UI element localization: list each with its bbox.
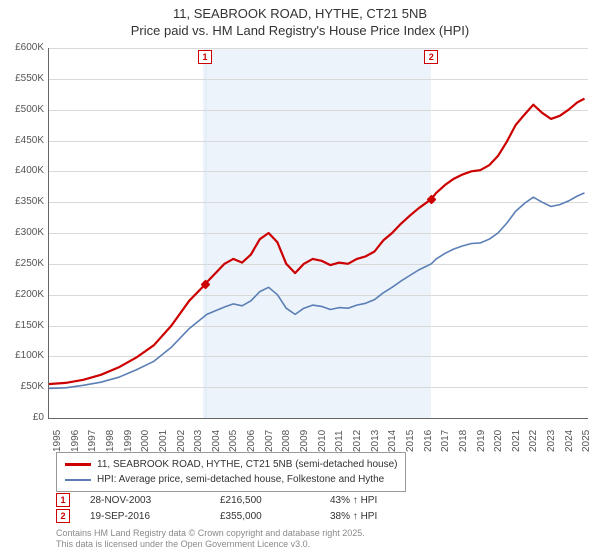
x-axis	[48, 418, 588, 419]
y-tick-label: £0	[0, 412, 44, 423]
sale-2-index-box: 2	[56, 509, 70, 523]
y-tick-label: £200K	[0, 289, 44, 300]
sale-1-date: 28-NOV-2003	[90, 495, 220, 506]
x-tick-label: 2020	[493, 430, 504, 452]
y-tick-label: £450K	[0, 135, 44, 146]
x-tick-label: 2007	[264, 430, 275, 452]
title-line-1: 11, SEABROOK ROAD, HYTHE, CT21 5NB	[0, 6, 600, 23]
y-axis	[48, 48, 49, 418]
x-tick-label: 2018	[458, 430, 469, 452]
x-tick-label: 2023	[546, 430, 557, 452]
x-tick-label: 2017	[440, 430, 451, 452]
x-tick-label: 2016	[423, 430, 434, 452]
x-tick-label: 2004	[211, 430, 222, 452]
x-tick-label: 2003	[193, 430, 204, 452]
sale-row-1: 1 28-NOV-2003 £216,500 43% ↑ HPI	[56, 492, 420, 508]
title-block: 11, SEABROOK ROAD, HYTHE, CT21 5NB Price…	[0, 0, 600, 42]
x-tick-label: 2019	[476, 430, 487, 452]
x-tick-label: 2011	[334, 430, 345, 452]
chart-container: 11, SEABROOK ROAD, HYTHE, CT21 5NB Price…	[0, 0, 600, 560]
x-tick-label: 2006	[246, 430, 257, 452]
legend-row-1: 11, SEABROOK ROAD, HYTHE, CT21 5NB (semi…	[65, 457, 397, 472]
x-tick-label: 2014	[387, 430, 398, 452]
copyright-line-2: This data is licensed under the Open Gov…	[56, 539, 365, 550]
sale-1-index-box: 1	[56, 493, 70, 507]
y-tick-label: £350K	[0, 196, 44, 207]
sale-2-date: 19-SEP-2016	[90, 511, 220, 522]
legend: 11, SEABROOK ROAD, HYTHE, CT21 5NB (semi…	[56, 452, 406, 492]
x-tick-label: 2015	[405, 430, 416, 452]
x-tick-label: 2012	[352, 430, 363, 452]
legend-swatch-2	[65, 479, 91, 481]
x-tick-label: 2025	[581, 430, 592, 452]
line-series-svg	[48, 48, 588, 418]
y-tick-label: £150K	[0, 320, 44, 331]
y-tick-label: £50K	[0, 381, 44, 392]
sale-row-2: 2 19-SEP-2016 £355,000 38% ↑ HPI	[56, 508, 420, 524]
copyright-block: Contains HM Land Registry data © Crown c…	[56, 528, 365, 551]
sale-marker-box: 1	[198, 50, 212, 64]
legend-label-1: 11, SEABROOK ROAD, HYTHE, CT21 5NB (semi…	[97, 457, 397, 472]
sale-2-price: £355,000	[220, 511, 330, 522]
x-tick-label: 1996	[70, 430, 81, 452]
x-tick-label: 2002	[176, 430, 187, 452]
x-tick-label: 2001	[158, 430, 169, 452]
x-tick-label: 2009	[299, 430, 310, 452]
sale-1-diff: 43% ↑ HPI	[330, 495, 420, 506]
x-tick-label: 1995	[52, 430, 63, 452]
x-tick-label: 2021	[511, 430, 522, 452]
x-tick-label: 1998	[105, 430, 116, 452]
title-line-2: Price paid vs. HM Land Registry's House …	[0, 23, 600, 40]
x-tick-label: 1997	[87, 430, 98, 452]
y-tick-label: £250K	[0, 258, 44, 269]
y-tick-label: £300K	[0, 227, 44, 238]
x-tick-label: 1999	[123, 430, 134, 452]
sale-2-diff: 38% ↑ HPI	[330, 511, 420, 522]
x-tick-label: 2024	[564, 430, 575, 452]
legend-swatch-1	[65, 463, 91, 466]
sale-1-price: £216,500	[220, 495, 330, 506]
y-tick-label: £400K	[0, 165, 44, 176]
sale-marker-box: 2	[424, 50, 438, 64]
chart-plot-area: 12	[48, 48, 588, 418]
x-tick-label: 2005	[228, 430, 239, 452]
legend-row-2: HPI: Average price, semi-detached house,…	[65, 472, 397, 487]
sales-table: 1 28-NOV-2003 £216,500 43% ↑ HPI 2 19-SE…	[56, 492, 420, 524]
x-tick-label: 2000	[140, 430, 151, 452]
y-tick-label: £600K	[0, 42, 44, 53]
legend-label-2: HPI: Average price, semi-detached house,…	[97, 472, 384, 487]
x-tick-label: 2010	[317, 430, 328, 452]
x-tick-label: 2013	[370, 430, 381, 452]
copyright-line-1: Contains HM Land Registry data © Crown c…	[56, 528, 365, 539]
x-tick-label: 2022	[528, 430, 539, 452]
y-tick-label: £550K	[0, 73, 44, 84]
y-tick-label: £500K	[0, 104, 44, 115]
x-tick-label: 2008	[281, 430, 292, 452]
y-tick-label: £100K	[0, 350, 44, 361]
